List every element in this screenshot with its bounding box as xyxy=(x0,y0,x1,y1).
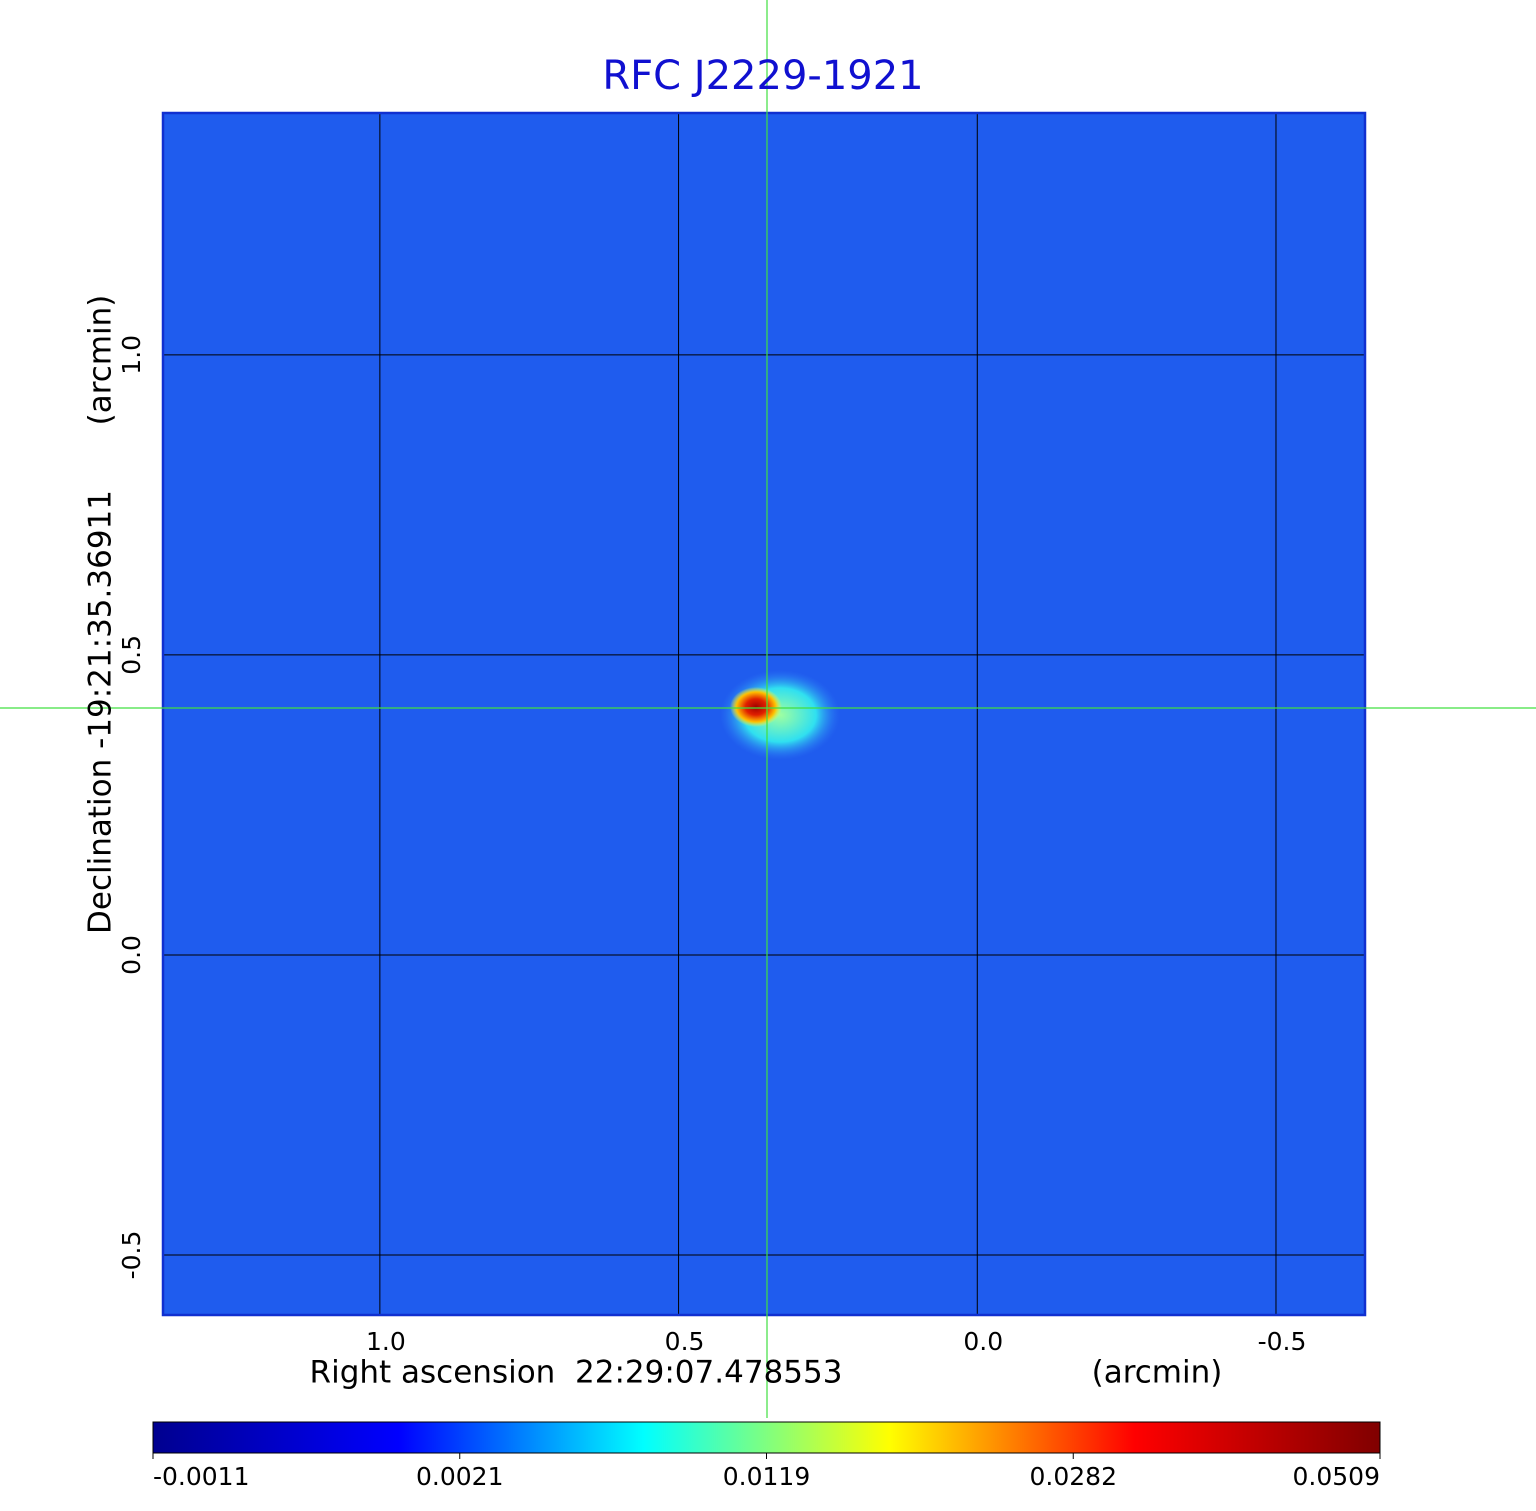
colorbar-tick-label: 0.0119 xyxy=(723,1462,810,1491)
x-axis-label: Right ascension 22:29:07.478553 xyxy=(310,1355,843,1391)
y-tick-label: 1.0 xyxy=(117,335,146,375)
plot-frame xyxy=(161,111,1367,1317)
y-axis-label: Declination -19:21:35.36911 xyxy=(83,490,119,934)
colorbar-tick-label: 0.0509 xyxy=(1293,1462,1380,1491)
y-tick-label: -0.5 xyxy=(117,1231,146,1280)
x-tick-label: 0.0 xyxy=(963,1327,1003,1356)
colorbar-tick-label: 0.0021 xyxy=(416,1462,503,1491)
y-axis-unit: (arcmin) xyxy=(83,295,119,426)
colorbar xyxy=(152,1421,1381,1454)
colorbar-tick-label: -0.0011 xyxy=(153,1462,250,1491)
x-tick-label: -0.5 xyxy=(1258,1327,1307,1356)
colorbar-tick-label: 0.0282 xyxy=(1030,1462,1117,1491)
chart-title: RFC J2229-1921 xyxy=(602,53,923,99)
x-tick-label: 0.5 xyxy=(665,1327,705,1356)
y-tick-label: 0.5 xyxy=(117,635,146,675)
x-axis-unit: (arcmin) xyxy=(1092,1355,1223,1391)
y-tick-label: 0.0 xyxy=(117,935,146,975)
x-tick-label: 1.0 xyxy=(366,1327,406,1356)
source-core xyxy=(730,687,782,727)
